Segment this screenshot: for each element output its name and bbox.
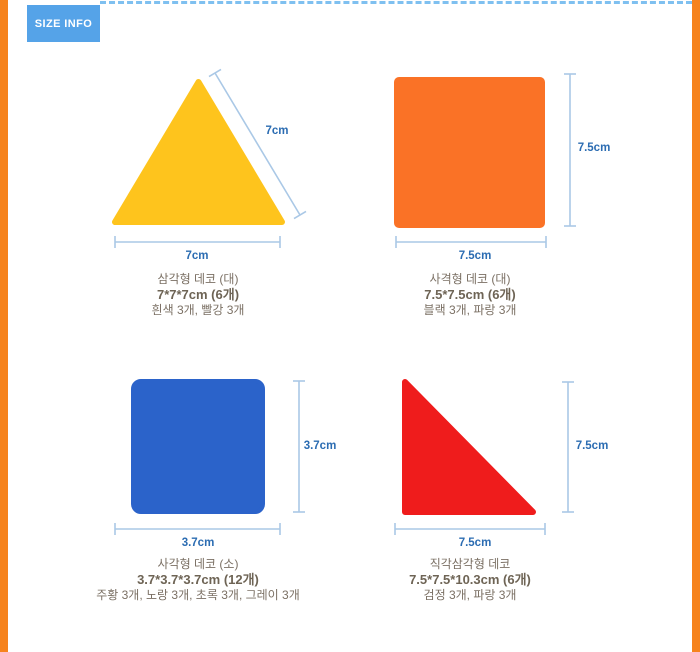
right-triangle-size: 7.5*7.5*10.3cm (6개) [409, 572, 531, 587]
right-triangle-bottom-dimension-line [394, 523, 546, 535]
red-right-triangle-shape [402, 379, 536, 515]
triangle-large-title: 삼각형 데코 (대) [157, 272, 239, 286]
blue-square-shape [131, 379, 265, 514]
square-large-figure [394, 73, 576, 248]
triangle-bottom-dimension-line [114, 236, 281, 248]
square-large-side-dimension-label: 7.5cm [577, 142, 611, 154]
right-triangle-colors: 검정 3개, 파랑 3개 [423, 588, 517, 602]
square-large-title: 사격형 데코 (대) [429, 272, 511, 286]
square-small-side-dimension-line [293, 380, 305, 513]
right-triangle-caption: 직각삼각형 데코 7.5*7.5*10.3cm (6개) 검정 3개, 파랑 3… [320, 556, 620, 603]
right-triangle-figure [394, 379, 574, 535]
square-small-figure [114, 379, 305, 535]
triangle-large-colors: 흰색 3개, 빨강 3개 [151, 303, 245, 317]
top-dashed-divider [100, 1, 692, 4]
triangle-bottom-dimension-label: 7cm [185, 250, 209, 262]
square-large-size: 7.5*7.5cm (6개) [424, 287, 516, 302]
right-orange-border [692, 0, 700, 652]
square-small-caption: 사각형 데코 (소) 3.7*3.7*3.7cm (12개) 주황 3개, 노랑… [48, 556, 348, 603]
right-triangle-title: 직각삼각형 데코 [429, 557, 511, 571]
triangle-large-figure [112, 68, 307, 248]
square-small-title: 사각형 데코 (소) [157, 557, 239, 571]
square-large-bottom-dimension-label: 7.5cm [458, 250, 492, 262]
square-large-caption: 사격형 데코 (대) 7.5*7.5cm (6개) 블랙 3개, 파랑 3개 [320, 271, 620, 318]
size-info-badge: SIZE INFO [27, 5, 100, 42]
square-small-size: 3.7*3.7*3.7cm (12개) [137, 572, 259, 587]
square-large-colors: 블랙 3개, 파랑 3개 [423, 303, 517, 317]
square-large-side-dimension-line [564, 73, 576, 227]
square-large-bottom-dimension-line [395, 236, 547, 248]
triangle-large-size: 7*7*7cm (6개) [156, 287, 240, 302]
right-triangle-side-dimension-line [562, 381, 574, 513]
left-orange-border [0, 0, 8, 652]
square-small-colors: 주황 3개, 노랑 3개, 초록 3개, 그레이 3개 [96, 588, 300, 602]
orange-square-shape [394, 77, 545, 228]
square-small-bottom-dimension-label: 3.7cm [181, 537, 215, 549]
size-info-badge-label: SIZE INFO [34, 17, 93, 30]
square-small-bottom-dimension-line [114, 523, 281, 535]
square-small-side-dimension-label: 3.7cm [303, 440, 337, 452]
triangle-large-caption: 삼각형 데코 (대) 7*7*7cm (6개) 흰색 3개, 빨강 3개 [48, 271, 348, 318]
triangle-side-dimension-line [208, 68, 307, 220]
right-triangle-bottom-dimension-label: 7.5cm [458, 537, 492, 549]
yellow-triangle-shape [112, 79, 285, 225]
triangle-side-dimension-label: 7cm [265, 125, 289, 137]
right-triangle-side-dimension-label: 7.5cm [575, 440, 609, 452]
